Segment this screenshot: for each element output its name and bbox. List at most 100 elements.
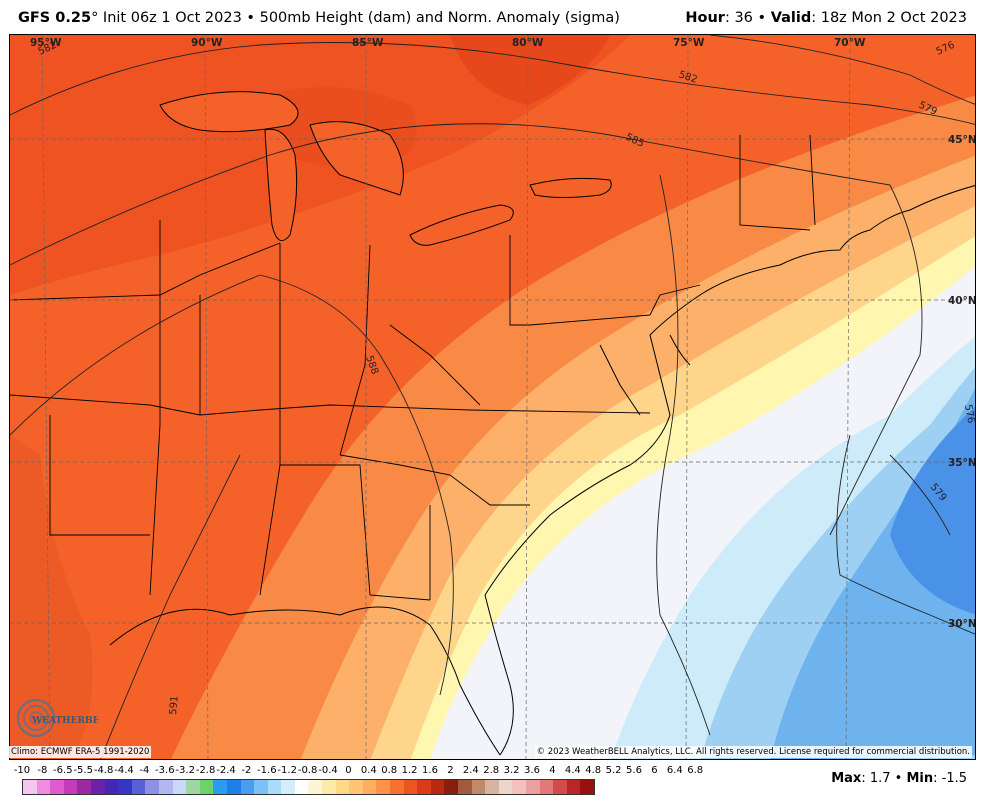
colorbar-tick-label: -2 <box>241 765 252 776</box>
anomaly-fill-texas <box>10 435 93 759</box>
colorbar-swatch <box>417 780 431 794</box>
colorbar-tick-label: -4 <box>139 765 150 776</box>
map-title: GFS 0.25° Init 06z 1 Oct 2023 • 500mb He… <box>18 10 620 26</box>
colorbar-swatch <box>36 780 51 794</box>
colorbar-tick-label: 4 <box>549 765 556 776</box>
colorbar-tick-label: -1.6 <box>257 765 277 776</box>
colorbar-tick-label: 5.2 <box>605 765 622 776</box>
height-contours <box>10 35 975 759</box>
colorbar-tick-label: 6 <box>651 765 658 776</box>
field-description: 500mb Height (dam) and Norm. Anomaly (si… <box>259 10 620 26</box>
max-min-readout: Max: 1.7 • Min: -1.5 <box>831 771 967 786</box>
colorbar <box>22 779 595 795</box>
colorbar-swatch <box>267 780 282 794</box>
contour-label: 591 <box>168 695 181 715</box>
colorbar-swatch <box>362 780 377 794</box>
anomaly-fill-cool-4 <box>890 406 975 615</box>
colorbar-swatch <box>118 780 132 794</box>
colorbar-tick-label: -1.2 <box>277 765 297 776</box>
colorbar-swatch <box>172 780 187 794</box>
colorbar-tick-label: 0.4 <box>360 765 377 776</box>
colorbar-swatch <box>525 780 540 794</box>
lon-label-75w: 75°W <box>673 37 705 49</box>
colorbar-swatch <box>349 780 363 794</box>
colorbar-swatch <box>145 780 159 794</box>
colorbar-swatch <box>512 780 526 794</box>
colorbar-swatch <box>77 780 91 794</box>
graticule <box>10 35 975 759</box>
init-time: Init 06z 1 Oct 2023 <box>98 10 242 26</box>
climo-note: Climo: ECMWF ERA-5 1991-2020 <box>9 746 152 758</box>
colorbar-swatch <box>430 780 445 794</box>
colorbar-swatch <box>294 780 309 794</box>
colorbar-swatch <box>553 780 567 794</box>
model-name: GFS 0.25 <box>18 10 92 26</box>
colorbar-tick-label: -0.4 <box>318 765 338 776</box>
colorbar-tick-label: -6.5 <box>53 765 73 776</box>
colorbar-tick-label: -5.5 <box>73 765 93 776</box>
colorbar-tick-label: 6.8 <box>687 765 704 776</box>
colorbar-tick-label: 1.2 <box>401 765 418 776</box>
header: GFS 0.25° Init 06z 1 Oct 2023 • 500mb He… <box>0 0 984 34</box>
colorbar-swatch <box>458 780 472 794</box>
colorbar-swatch <box>376 780 391 794</box>
weatherbell-logo: WEATHERBELL <box>14 694 113 742</box>
logo-text: WEATHERBELL <box>31 716 98 726</box>
great-lakes <box>159 91 612 246</box>
logo-emblem: WEATHERBELL <box>16 698 113 738</box>
copyright-note: © 2023 WeatherBELL Analytics, LLC. All r… <box>534 746 972 758</box>
colorbar-tick-label: -10 <box>13 765 31 776</box>
colorbar-swatch <box>485 780 499 794</box>
colorbar-swatch <box>63 780 78 794</box>
colorbar-swatch <box>566 780 581 794</box>
lat-label-45n: 45°N <box>948 134 976 146</box>
colorbar-tick-label: 0 <box>345 765 352 776</box>
min-label: Min <box>906 771 934 786</box>
colorbar-swatch <box>158 780 173 794</box>
colorbar-swatch <box>213 780 227 794</box>
map-panel[interactable]: 95°W 90°W 85°W 80°W 75°W 70°W 45°N 40°N … <box>9 34 976 760</box>
colorbar-tick-label: -4.4 <box>114 765 134 776</box>
colorbar-tick-labels: -10 -8 -6.5 -5.5 -4.8 -4.4 -4 -3.6 -3.2 -2.8 -2.4-… <box>0 765 720 779</box>
colorbar-swatch <box>471 780 486 794</box>
colorbar-swatch <box>23 780 37 794</box>
colorbar-swatch <box>281 780 295 794</box>
state-borders <box>10 134 816 601</box>
colorbar-tick-label: 2.8 <box>483 765 500 776</box>
colorbar-swatch <box>580 780 594 794</box>
separator: • <box>752 10 771 26</box>
colorbar-tick-label: -3.6 <box>155 765 175 776</box>
contour-label: 576 <box>962 404 976 425</box>
hour-label: Hour <box>685 10 725 26</box>
colorbar-tick-label: 2 <box>447 765 454 776</box>
colorbar-swatch <box>403 780 418 794</box>
colorbar-swatch <box>226 780 241 794</box>
max-value: : 1.7 <box>861 771 891 786</box>
valid-value: : 18z Mon 2 Oct 2023 <box>811 10 967 26</box>
min-value: : -1.5 <box>933 771 967 786</box>
colorbar-swatch <box>498 780 513 794</box>
valid-label: Valid <box>770 10 812 26</box>
colorbar-tick-label: 5.6 <box>626 765 642 776</box>
colorbar-tick-label: -8 <box>37 765 48 776</box>
coastlines <box>109 185 975 756</box>
colorbar-tick-label: -4.8 <box>93 765 114 776</box>
colorbar-swatch <box>104 780 119 794</box>
colorbar-tick-label: -2.8 <box>195 765 216 776</box>
colorbar-tick-label: 3.6 <box>524 765 540 776</box>
lat-label-30n: 30°N <box>948 618 976 630</box>
lon-label-85w: 85°W <box>352 37 384 49</box>
colorbar-tick-label: -2.4 <box>216 765 236 776</box>
colorbar-swatch <box>186 780 200 794</box>
colorbar-swatch <box>322 780 336 794</box>
lon-label-95w: 95°W <box>30 37 62 49</box>
valid-time: Hour: 36 • Valid: 18z Mon 2 Oct 2023 <box>685 10 967 26</box>
lat-label-35n: 35°N <box>948 457 976 469</box>
colorbar-swatch <box>254 780 268 794</box>
colorbar-swatch <box>131 780 146 794</box>
lon-label-70w: 70°W <box>834 37 866 49</box>
colorbar-tick-label: 4.4 <box>564 765 581 776</box>
colorbar-swatch <box>444 780 458 794</box>
colorbar-swatch <box>308 780 323 794</box>
anomaly-map: 95°W 90°W 85°W 80°W 75°W 70°W 45°N 40°N … <box>10 35 976 759</box>
